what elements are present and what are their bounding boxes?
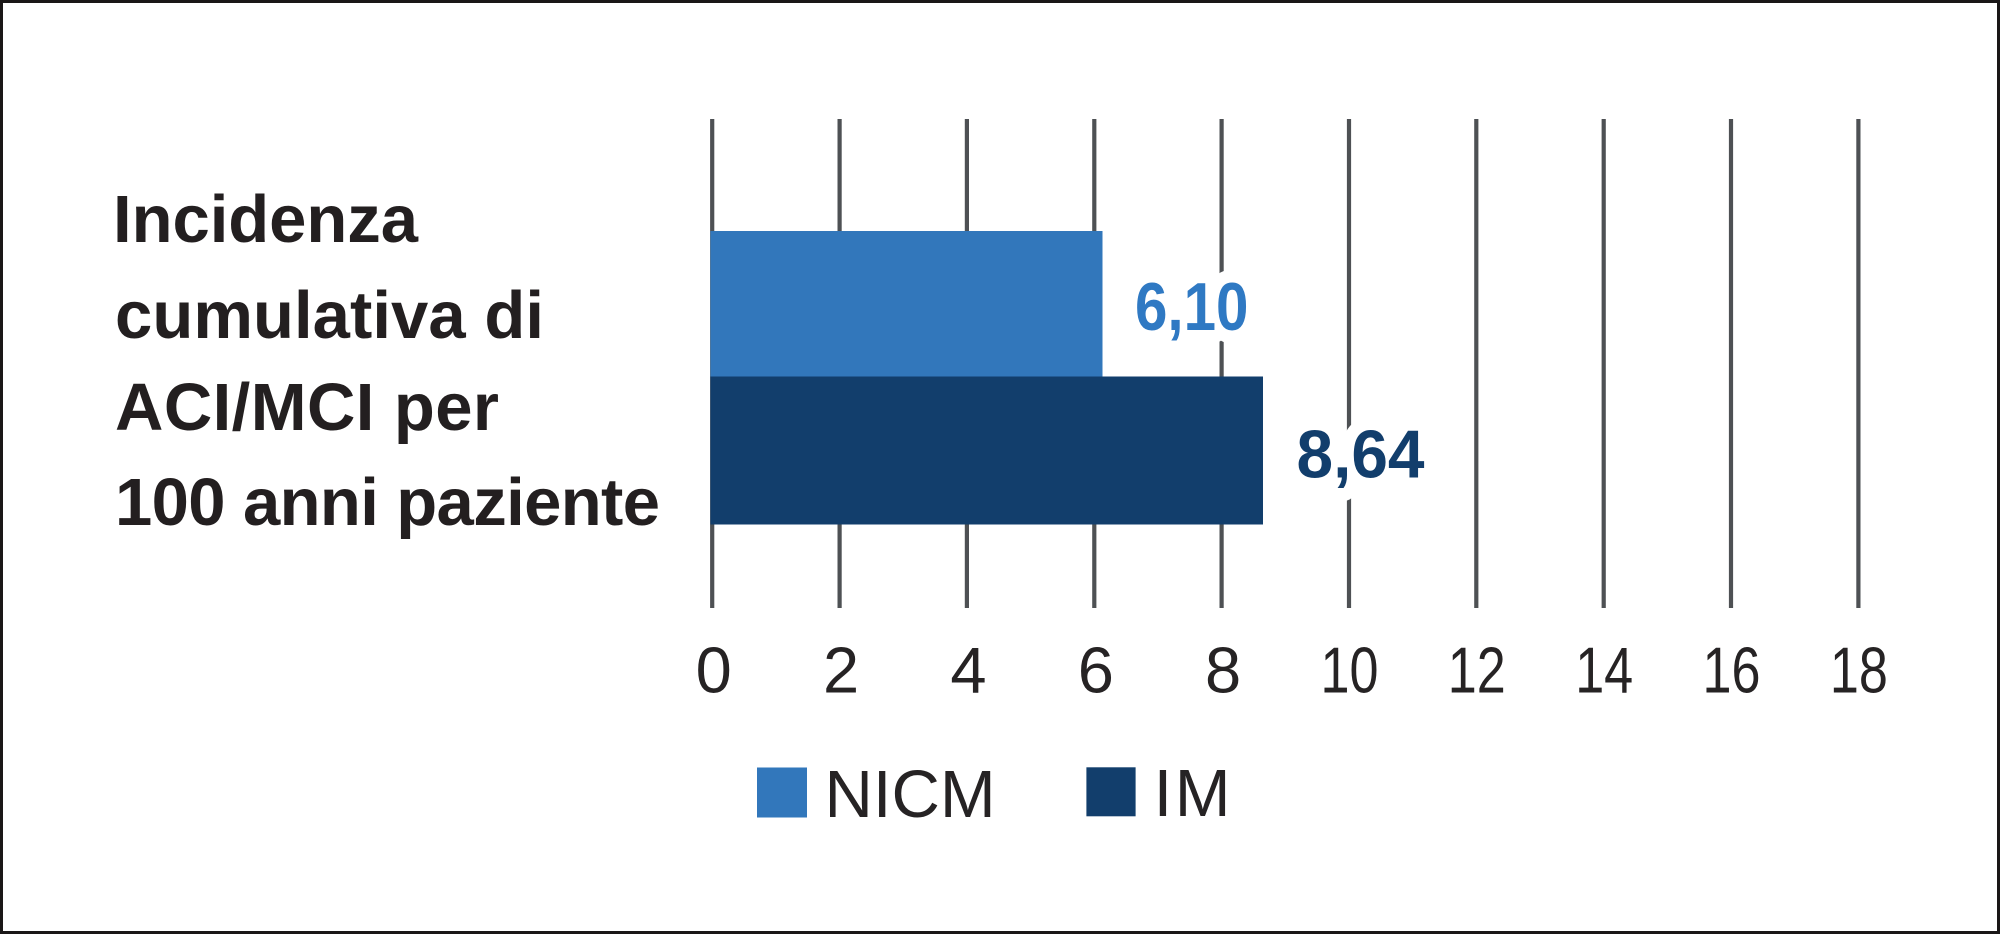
- svg-text:18: 18: [1830, 634, 1888, 707]
- svg-text:cumulativa di: cumulativa di: [115, 278, 544, 353]
- svg-text:8: 8: [1205, 634, 1241, 707]
- svg-text:10: 10: [1321, 634, 1379, 707]
- svg-text:NICM: NICM: [825, 757, 996, 832]
- svg-text:4: 4: [950, 634, 986, 707]
- svg-text:14: 14: [1575, 634, 1633, 707]
- svg-text:100 anni paziente: 100 anni paziente: [115, 465, 660, 540]
- svg-text:2: 2: [823, 634, 859, 707]
- svg-text:6: 6: [1078, 634, 1114, 707]
- svg-text:12: 12: [1448, 634, 1506, 707]
- svg-text:Incidenza: Incidenza: [113, 182, 419, 257]
- svg-text:6,10: 6,10: [1135, 269, 1249, 345]
- svg-text:0: 0: [696, 634, 732, 707]
- svg-text:8,64: 8,64: [1297, 417, 1425, 493]
- svg-text:16: 16: [1703, 634, 1761, 707]
- svg-text:ACI/MCI per: ACI/MCI per: [115, 370, 499, 445]
- svg-text:IM: IM: [1154, 756, 1231, 831]
